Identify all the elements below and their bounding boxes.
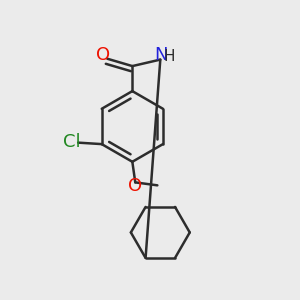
- Text: Cl: Cl: [63, 133, 80, 151]
- Text: N: N: [154, 46, 168, 64]
- Text: H: H: [164, 49, 176, 64]
- Text: O: O: [96, 46, 110, 64]
- Text: O: O: [128, 177, 142, 195]
